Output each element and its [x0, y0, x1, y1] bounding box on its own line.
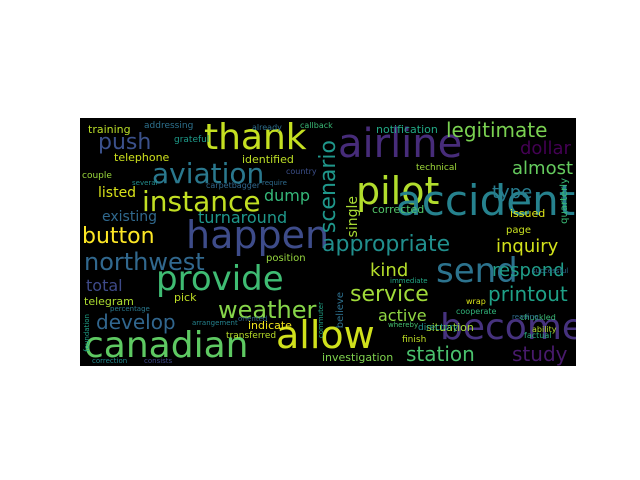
word-send: send	[436, 251, 518, 291]
word-oriented: oriented	[238, 315, 268, 323]
word-single: single	[345, 196, 361, 238]
word-printout: printout	[488, 282, 568, 306]
word-develop: develop	[96, 310, 176, 334]
word-finish: finish	[402, 335, 427, 345]
word-addressing: addressing	[144, 121, 194, 131]
word-dump: dump	[264, 186, 311, 205]
word-happen: happen	[186, 213, 330, 257]
word-airline: airline	[338, 121, 463, 167]
word-accident: accident	[396, 176, 576, 225]
word-study: study	[512, 342, 568, 366]
word-technical: technical	[416, 163, 457, 173]
word-cooperate: cooperate	[456, 307, 497, 316]
word-indicate: indicate	[248, 319, 292, 332]
word-identified: identified	[242, 153, 294, 166]
word-instance: instance	[142, 185, 261, 218]
word-push: push	[98, 130, 152, 155]
word-page: page	[506, 225, 531, 236]
word-weather: weather	[218, 296, 317, 324]
word-cloud: thank airline push aviation pilot accide…	[80, 118, 576, 366]
word-inquiry: inquiry	[496, 236, 559, 257]
word-quarterly: quarterly	[559, 178, 570, 224]
word-chuckled: chuckled	[520, 313, 556, 322]
word-training: training	[88, 123, 131, 136]
word-immediate: immediate	[390, 277, 428, 285]
word-wrap: wrap	[466, 297, 486, 306]
word-factual: factual	[524, 331, 552, 340]
word-allow: allow	[276, 313, 375, 357]
word-country: country	[286, 167, 317, 176]
word-arrangement: arrangement	[192, 319, 238, 327]
word-notification: notification	[376, 123, 438, 136]
word-require: require	[262, 179, 287, 187]
word-believe: believe	[335, 292, 346, 329]
word-several: several	[132, 179, 158, 187]
word-listed: listed	[98, 185, 137, 201]
word-issued: issued	[510, 207, 546, 220]
word-station: station	[406, 342, 475, 366]
word-total: total	[86, 276, 123, 295]
word-kind: kind	[370, 260, 409, 281]
word-button: button	[82, 224, 155, 249]
word-whereby: whereby	[388, 321, 419, 329]
word-situation: situation	[426, 321, 474, 334]
word-active: active	[378, 306, 427, 325]
word-ability: ability	[532, 325, 557, 334]
word-become: become	[440, 307, 576, 348]
word-pilot: pilot	[356, 169, 440, 213]
word-couple: couple	[82, 171, 112, 181]
word-northwest: northwest	[84, 248, 205, 276]
word-pick: pick	[174, 291, 197, 304]
word-almost: almost	[512, 158, 574, 179]
word-correction: correction	[92, 357, 128, 365]
word-service: service	[350, 282, 429, 307]
word-callback: callback	[300, 121, 333, 130]
word-provide: provide	[156, 259, 284, 299]
word-telegram: telegram	[84, 295, 134, 308]
word-legitimate: legitimate	[446, 118, 548, 142]
word-reading: reading	[512, 313, 539, 321]
word-telephone: telephone	[114, 151, 170, 164]
word-investigation: investigation	[322, 351, 394, 364]
word-grateful: grateful	[174, 135, 210, 145]
word-scenario: scenario	[316, 140, 341, 234]
word-canadian: canadian	[84, 325, 249, 366]
word-existing: existing	[102, 209, 157, 225]
word-foundation: foundation	[83, 314, 91, 352]
word-percentage: percentage	[110, 305, 150, 313]
word-consists: consists	[144, 357, 173, 365]
word-dollar: dollar	[520, 138, 571, 159]
word-thank: thank	[204, 118, 307, 158]
word-corrected: corrected	[372, 203, 425, 216]
word-position: position	[266, 253, 306, 264]
word-directory: directory	[418, 323, 459, 333]
word-commuter: commuter	[317, 302, 325, 339]
word-already: already	[252, 123, 282, 132]
word-transferred: transferred	[226, 331, 277, 341]
word-carpetbagger: carpetbagger	[206, 181, 261, 190]
word-appropriate: appropriate	[322, 232, 451, 257]
word-successful: successful	[532, 267, 569, 275]
word-respond: respond	[492, 260, 565, 281]
word-type: type	[492, 182, 533, 203]
word-aviation: aviation	[152, 157, 265, 190]
word-turnaround: turnaround	[198, 208, 288, 227]
